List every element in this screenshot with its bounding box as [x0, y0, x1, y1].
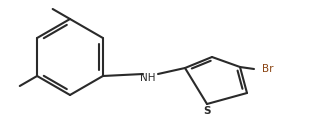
Text: Br: Br: [262, 64, 274, 74]
Text: S: S: [203, 106, 211, 116]
Text: NH: NH: [140, 73, 156, 83]
